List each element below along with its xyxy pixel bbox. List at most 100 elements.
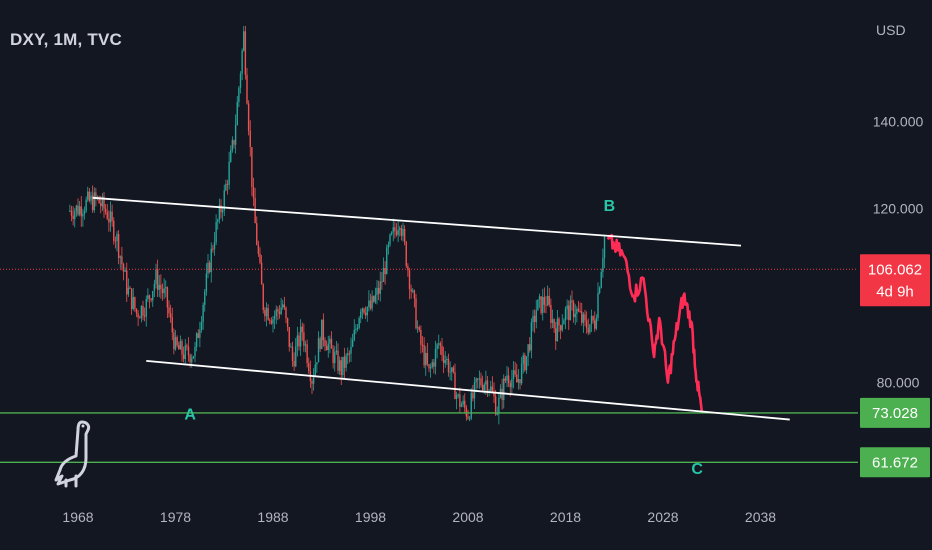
candle-body xyxy=(230,150,232,162)
projection-layer xyxy=(606,233,704,414)
candle-body xyxy=(101,196,104,207)
candle-body xyxy=(555,328,557,342)
candle-body xyxy=(296,335,299,347)
symbol-title[interactable]: DXY, 1M, TVC xyxy=(10,30,122,49)
candle-body xyxy=(551,319,554,323)
candle-body xyxy=(270,320,273,324)
candle-body xyxy=(223,190,225,211)
candle-body xyxy=(335,350,338,353)
candle-body xyxy=(522,355,524,364)
candle-body xyxy=(153,283,156,292)
axis-layer: 1968 1978 1988 1998 2008 2018 2028 2038 80.000 12… xyxy=(62,114,923,525)
candle-body xyxy=(517,379,520,383)
candle-body xyxy=(119,256,121,258)
candle-body xyxy=(442,355,445,364)
candle-body xyxy=(581,311,583,323)
candle-body xyxy=(280,307,282,315)
candle-body xyxy=(423,344,425,366)
candle-body xyxy=(454,372,456,399)
candle-body xyxy=(585,320,588,329)
candle-body xyxy=(75,205,78,212)
candle-body xyxy=(577,308,580,311)
candle-body xyxy=(418,327,420,330)
candle-body xyxy=(382,267,385,282)
y-tick-label: 120.000 xyxy=(873,201,924,217)
candle-body xyxy=(239,73,242,88)
candle-body xyxy=(126,270,128,295)
candle-body xyxy=(264,309,266,317)
candle-body xyxy=(165,287,167,289)
candle-body xyxy=(195,333,198,347)
candle-body xyxy=(91,195,94,211)
candle-body xyxy=(410,289,412,292)
candle-body xyxy=(191,358,193,363)
candle-body xyxy=(420,329,422,345)
candle-body xyxy=(360,311,362,318)
candle-body xyxy=(233,140,235,145)
candle-body xyxy=(90,195,92,201)
candle-body xyxy=(590,316,593,325)
candle-body xyxy=(369,300,372,309)
x-tick-label: 1978 xyxy=(160,509,191,525)
candle-body xyxy=(530,322,533,351)
candle-body xyxy=(207,262,209,274)
candle-body xyxy=(116,233,118,241)
candle-body xyxy=(249,130,251,148)
x-tick-label: 2028 xyxy=(647,509,678,525)
candle-body xyxy=(127,287,130,295)
candle-body xyxy=(247,103,250,131)
candle-body xyxy=(129,287,131,289)
candle-body xyxy=(355,328,357,330)
candle-body xyxy=(490,386,492,391)
candle-body xyxy=(347,353,349,356)
candle-body xyxy=(598,287,601,293)
candle-body xyxy=(325,345,328,351)
x-tick-label: 1998 xyxy=(355,509,386,525)
candle-body xyxy=(277,309,279,312)
candle-body xyxy=(511,378,513,388)
candle-body xyxy=(572,302,575,318)
level-price-tag-text: 61.672 xyxy=(872,454,918,471)
candle-body xyxy=(470,392,472,419)
candle-body xyxy=(275,309,277,317)
candle-body xyxy=(592,316,594,321)
candle-body xyxy=(241,50,243,74)
candle-body xyxy=(602,257,604,272)
candle-body xyxy=(135,308,138,314)
candle-body xyxy=(433,362,435,367)
candle-body xyxy=(158,284,160,290)
candle-body xyxy=(88,191,91,201)
candle-body xyxy=(202,304,204,322)
candle-body xyxy=(234,125,237,145)
candle-body xyxy=(114,240,117,242)
candle-body xyxy=(343,356,346,368)
candle-body xyxy=(496,413,498,415)
candle-body xyxy=(314,364,316,376)
candle-body xyxy=(178,345,180,350)
candle-body xyxy=(351,340,354,347)
candle-body xyxy=(386,247,388,275)
candle-body xyxy=(85,199,87,212)
candle-body xyxy=(342,356,344,376)
candle-body xyxy=(538,296,541,300)
candle-body xyxy=(152,291,154,301)
candle-body xyxy=(168,307,170,314)
candle-body xyxy=(356,327,359,329)
dinosaur-icon[interactable] xyxy=(52,418,98,488)
candle-body xyxy=(252,186,255,198)
candle-body xyxy=(533,315,536,323)
lines-layer xyxy=(0,196,858,463)
candle-body xyxy=(373,296,375,302)
candle-body xyxy=(468,418,471,420)
candle-body xyxy=(124,270,126,272)
candle-body xyxy=(262,284,264,310)
candle-body xyxy=(117,233,120,258)
candle-body xyxy=(171,317,173,333)
candle-body xyxy=(558,318,560,326)
candle-body xyxy=(308,363,310,372)
candle-body xyxy=(316,362,318,365)
candle-body xyxy=(480,378,482,386)
candle-body xyxy=(545,304,547,306)
candle-body xyxy=(70,210,73,216)
